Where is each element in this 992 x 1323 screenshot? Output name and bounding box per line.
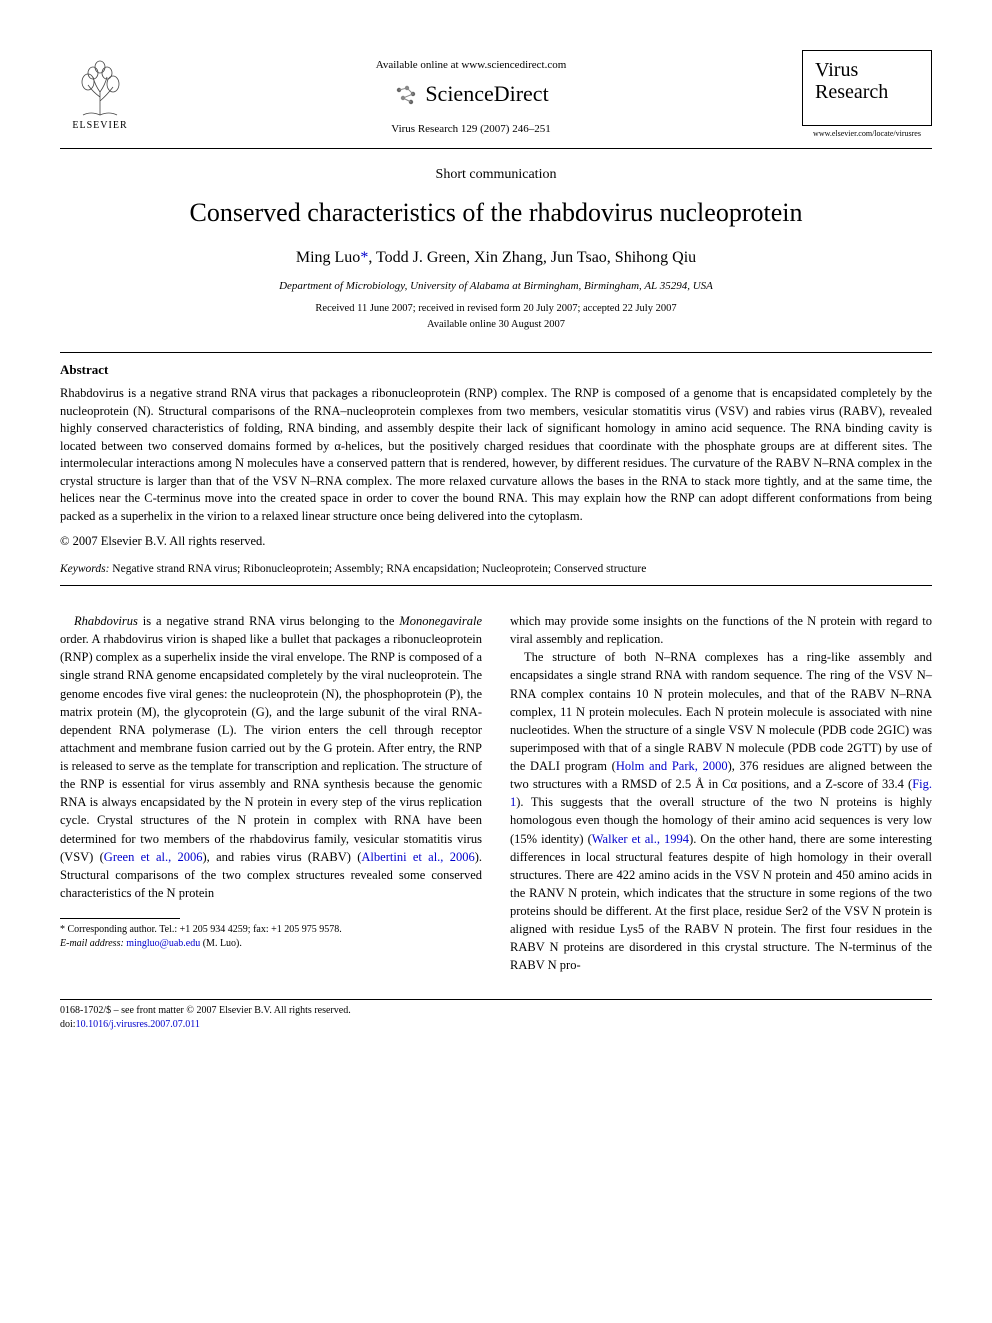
abstract-top-rule bbox=[60, 352, 932, 353]
footer-rule bbox=[60, 999, 932, 1000]
journal-url: www.elsevier.com/locate/virusres bbox=[802, 128, 932, 139]
dates-received: Received 11 June 2007; received in revis… bbox=[315, 303, 676, 314]
footer-copyright-line: 0168-1702/$ – see front matter © 2007 El… bbox=[60, 1004, 932, 1018]
citation-line: Virus Research 129 (2007) 246–251 bbox=[140, 122, 802, 137]
footnotes: * Corresponding author. Tel.: +1 205 934… bbox=[60, 923, 482, 951]
footnote-email-line: E-mail address: mingluo@uab.edu (M. Luo)… bbox=[60, 937, 482, 951]
journal-box: Virus Research bbox=[802, 50, 932, 126]
sciencedirect-icon bbox=[393, 82, 419, 108]
available-online-text: Available online at www.sciencedirect.co… bbox=[140, 58, 802, 73]
footer-doi-line: doi:10.1016/j.virusres.2007.07.011 bbox=[60, 1018, 932, 1032]
publisher-logo: ELSEVIER bbox=[60, 50, 140, 140]
keywords-text: Negative strand RNA virus; Ribonucleopro… bbox=[109, 563, 646, 575]
center-header: Available online at www.sciencedirect.co… bbox=[140, 50, 802, 138]
journal-title: Virus Research bbox=[815, 59, 919, 103]
order-mononegavirale: Mononegavirale bbox=[399, 614, 482, 628]
body-text-3a: The structure of both N–RNA complexes ha… bbox=[510, 650, 932, 773]
top-rule bbox=[60, 148, 932, 149]
header-row: ELSEVIER Available online at www.science… bbox=[60, 50, 932, 140]
keywords-line: Keywords: Negative strand RNA virus; Rib… bbox=[60, 561, 932, 577]
genus-rhabdovirus: Rhabdovirus bbox=[74, 614, 138, 628]
citation-holm-park-2000[interactable]: Holm and Park, 2000 bbox=[616, 759, 728, 773]
article-dates: Received 11 June 2007; received in revis… bbox=[60, 301, 932, 333]
abstract-text: Rhabdovirus is a negative strand RNA vir… bbox=[60, 385, 932, 525]
sciencedirect-text: ScienceDirect bbox=[425, 79, 548, 110]
article-type: Short communication bbox=[60, 165, 932, 185]
journal-block: Virus Research www.elsevier.com/locate/v… bbox=[802, 50, 932, 139]
body-text-1b: order. A rhabdovirus virion is shaped li… bbox=[60, 632, 482, 864]
footer-meta: 0168-1702/$ – see front matter © 2007 El… bbox=[60, 1004, 932, 1032]
elsevier-tree-icon bbox=[73, 57, 128, 117]
dates-online: Available online 30 August 2007 bbox=[427, 319, 565, 330]
authors-rest: , Todd J. Green, Xin Zhang, Jun Tsao, Sh… bbox=[368, 249, 696, 266]
keywords-label: Keywords: bbox=[60, 563, 109, 575]
abstract-copyright: © 2007 Elsevier B.V. All rights reserved… bbox=[60, 533, 932, 551]
column-right: which may provide some insights on the f… bbox=[510, 612, 932, 975]
body-text-3d: ). On the other hand, there are some int… bbox=[510, 832, 932, 973]
email-who: (M. Luo). bbox=[200, 938, 242, 949]
email-label: E-mail address: bbox=[60, 938, 124, 949]
footnote-corr-text: Corresponding author. Tel.: +1 205 934 4… bbox=[65, 924, 342, 935]
body-columns: Rhabdovirus is a negative strand RNA vir… bbox=[60, 612, 932, 975]
abstract-bottom-rule bbox=[60, 585, 932, 586]
body-paragraph-2: which may provide some insights on the f… bbox=[510, 612, 932, 648]
abstract-heading: Abstract bbox=[60, 361, 932, 379]
citation-walker-1994[interactable]: Walker et al., 1994 bbox=[592, 832, 689, 846]
publisher-name: ELSEVIER bbox=[72, 119, 127, 133]
column-left: Rhabdovirus is a negative strand RNA vir… bbox=[60, 612, 482, 975]
affiliation: Department of Microbiology, University o… bbox=[60, 279, 932, 294]
body-paragraph-3: The structure of both N–RNA complexes ha… bbox=[510, 648, 932, 974]
citation-albertini-2006[interactable]: Albertini et al., 2006 bbox=[361, 850, 474, 864]
citation-green-2006[interactable]: Green et al., 2006 bbox=[104, 850, 203, 864]
sciencedirect-logo: ScienceDirect bbox=[140, 79, 802, 110]
authors-line: Ming Luo*, Todd J. Green, Xin Zhang, Jun… bbox=[60, 247, 932, 269]
doi-prefix: doi: bbox=[60, 1019, 76, 1030]
body-text-1a: is a negative strand RNA virus belonging… bbox=[138, 614, 399, 628]
body-paragraph-1: Rhabdovirus is a negative strand RNA vir… bbox=[60, 612, 482, 902]
footnote-corresponding: * Corresponding author. Tel.: +1 205 934… bbox=[60, 923, 482, 937]
email-address[interactable]: mingluo@uab.edu bbox=[124, 938, 200, 949]
doi-link[interactable]: 10.1016/j.virusres.2007.07.011 bbox=[76, 1019, 200, 1030]
body-text-1c: ), and rabies virus (RABV) ( bbox=[203, 850, 362, 864]
article-title: Conserved characteristics of the rhabdov… bbox=[60, 195, 932, 231]
footnote-separator bbox=[60, 918, 180, 919]
author-corresponding: Ming Luo bbox=[296, 249, 360, 266]
